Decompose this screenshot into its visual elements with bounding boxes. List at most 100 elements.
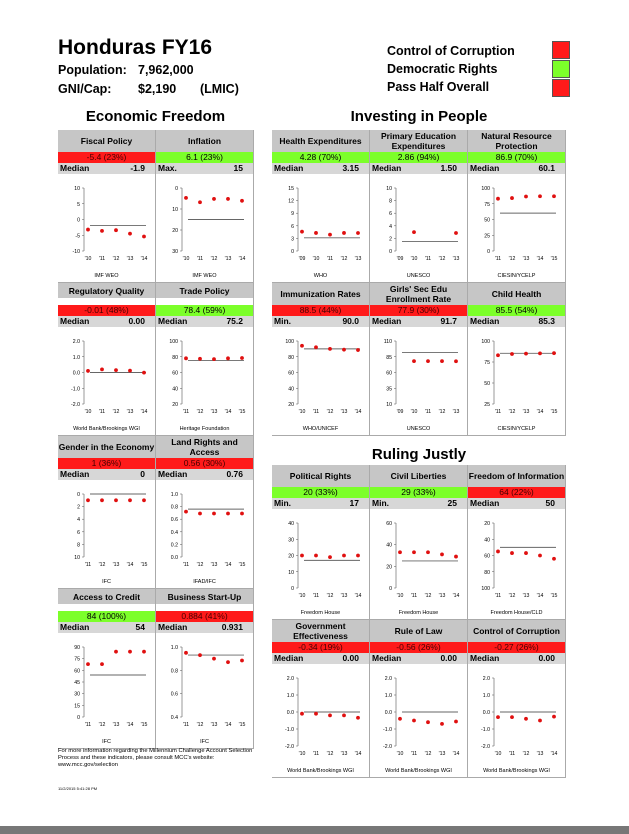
x-tick-label: '13 bbox=[439, 593, 446, 599]
y-tick-label: 20 bbox=[288, 554, 294, 560]
median-value: 90.0 bbox=[342, 316, 359, 326]
indicator-cell: Trade Policy 78.4 (59%) Median 75.2 100 80 60 4… bbox=[156, 283, 254, 436]
indicator-score: -0.27 (26%) bbox=[468, 642, 565, 653]
x-tick-label: '12 bbox=[211, 256, 218, 262]
data-point bbox=[342, 553, 346, 558]
median-value: 0.76 bbox=[226, 469, 243, 479]
indicator-source: UNESCO bbox=[406, 273, 431, 279]
data-point bbox=[142, 498, 146, 503]
median-value: 75.2 bbox=[226, 316, 243, 326]
y-tick-label: -2.0 bbox=[71, 402, 80, 408]
indicator-median-row: Median 60.1 bbox=[468, 163, 565, 174]
data-point bbox=[440, 722, 444, 726]
indicator-cell: Access to Credit 84 (100%) Median 54 90 75 60 4… bbox=[58, 589, 156, 749]
indicator-chart: 100 80 60 40 20 '10 '11 '12 '13 '14 bbox=[285, 339, 362, 415]
indicator-source: Heritage Foundation bbox=[179, 426, 230, 432]
y-tick-label: -1.0 bbox=[71, 386, 80, 392]
y-tick-label: 2.0 bbox=[483, 676, 490, 682]
indicator-source: Freedom House/CLD bbox=[490, 610, 543, 616]
y-tick-label: 8 bbox=[77, 542, 80, 548]
median-label: Median bbox=[60, 469, 90, 479]
y-tick-label: 15 bbox=[288, 186, 294, 192]
indicator-source: Freedom House bbox=[398, 610, 439, 616]
data-point bbox=[496, 353, 500, 358]
indicator-score: 84 (100%) bbox=[58, 611, 155, 622]
indicator-median-row: Min. 90.0 bbox=[272, 316, 369, 327]
indicator-title: Child Health bbox=[468, 283, 565, 305]
x-tick-label: '14 bbox=[355, 593, 362, 599]
population-label: Population: bbox=[58, 63, 127, 77]
x-tick-label: '10 bbox=[495, 751, 502, 757]
indicator-cell: Government Effectiveness -0.34 (19%) Media… bbox=[272, 620, 370, 778]
indicator-cell: Political Rights 20 (33%) Min. 17 40 30 20 10 0 '… bbox=[272, 465, 370, 620]
indicator-cell: Control of Corruption -0.27 (26%) Median 0.… bbox=[468, 620, 566, 778]
x-tick-label: '10 bbox=[397, 593, 404, 599]
indicator-title: Trade Policy bbox=[156, 283, 253, 298]
indicator-chart: 90 75 60 45 30 15 0 '11 '12 '13 '14 '15 bbox=[74, 645, 148, 728]
y-tick-label: 6 bbox=[389, 211, 392, 217]
x-tick-label: '14 bbox=[355, 409, 362, 415]
y-tick-label: 20 bbox=[386, 564, 392, 570]
y-tick-label: 40 bbox=[288, 386, 294, 392]
y-tick-label: 6 bbox=[291, 224, 294, 230]
indicator-median-row: Median 0.00 bbox=[272, 653, 369, 664]
y-tick-label: 1.0 bbox=[171, 492, 178, 498]
indicator-median-row: Min. 17 bbox=[272, 498, 369, 509]
x-tick-label: '12 bbox=[327, 593, 334, 599]
y-tick-label: 40 bbox=[172, 386, 178, 392]
x-tick-label: '12 bbox=[425, 593, 432, 599]
indicator-median-row: Median 54 bbox=[58, 622, 155, 633]
y-tick-label: 0.4 bbox=[171, 715, 178, 721]
indicator-median-row: Min. 25 bbox=[370, 498, 467, 509]
indicator-score: 6.1 (23%) bbox=[156, 152, 253, 163]
y-tick-label: 10 bbox=[288, 570, 294, 576]
x-tick-label: '12 bbox=[439, 409, 446, 415]
median-label: Min. bbox=[274, 316, 291, 326]
median-label: Median bbox=[470, 498, 500, 508]
indicator-cell: Natural Resource Protection 86.9 (70%) Med… bbox=[468, 130, 566, 283]
data-point bbox=[398, 550, 402, 555]
data-point bbox=[314, 553, 318, 558]
x-tick-label: '10 bbox=[299, 593, 306, 599]
indicator-title: Natural Resource Protection bbox=[468, 130, 565, 152]
y-tick-label: 75 bbox=[74, 657, 80, 663]
indicator-cell: Rule of Law -0.56 (26%) Median 0.00 2.0 1.0 0.… bbox=[370, 620, 468, 778]
data-point bbox=[184, 650, 188, 655]
page-title: Honduras FY16 bbox=[58, 36, 213, 59]
y-tick-label: 1.0 bbox=[73, 355, 80, 361]
y-tick-label: 2 bbox=[389, 236, 392, 242]
x-tick-label: '15 bbox=[141, 722, 148, 728]
y-tick-label: 0 bbox=[291, 249, 294, 255]
x-tick-label: '13 bbox=[355, 256, 362, 262]
y-tick-label: 30 bbox=[172, 249, 178, 255]
x-tick-label: '14 bbox=[537, 256, 544, 262]
y-tick-label: 100 bbox=[481, 586, 490, 592]
y-tick-label: 0 bbox=[487, 249, 490, 255]
x-tick-label: '14 bbox=[127, 562, 134, 568]
y-tick-label: 2.0 bbox=[385, 676, 392, 682]
data-point bbox=[356, 715, 360, 720]
indicator-median-row: Median 0.931 bbox=[156, 622, 253, 633]
x-tick-label: '13 bbox=[211, 562, 218, 568]
data-point bbox=[300, 229, 304, 234]
data-point bbox=[212, 197, 216, 201]
indicator-title: Government Effectiveness bbox=[272, 620, 369, 642]
y-tick-label: 20 bbox=[172, 402, 178, 408]
data-point bbox=[538, 718, 542, 723]
indicator-source: CIESIN/YCELP bbox=[497, 426, 536, 432]
x-tick-label: '15 bbox=[551, 256, 558, 262]
x-tick-label: '14 bbox=[239, 256, 246, 262]
x-tick-label: '11 bbox=[509, 751, 515, 757]
x-tick-label: '11 bbox=[425, 256, 431, 262]
indicator-title: Immunization Rates bbox=[272, 283, 369, 305]
y-tick-label: 90 bbox=[74, 645, 80, 651]
y-tick-label: -2.0 bbox=[383, 744, 392, 750]
y-tick-label: 0.0 bbox=[483, 710, 490, 716]
indicator-chart: 1.0 0.8 0.6 0.4 '11 '12 '13 '14 '15 bbox=[171, 645, 246, 728]
indicator-median-row: Median 50 bbox=[468, 498, 565, 509]
x-tick-label: '09 bbox=[397, 409, 404, 415]
x-tick-label: '10 bbox=[85, 256, 92, 262]
data-point bbox=[212, 357, 216, 362]
median-value: 0.00 bbox=[538, 653, 555, 663]
data-point bbox=[114, 649, 118, 654]
